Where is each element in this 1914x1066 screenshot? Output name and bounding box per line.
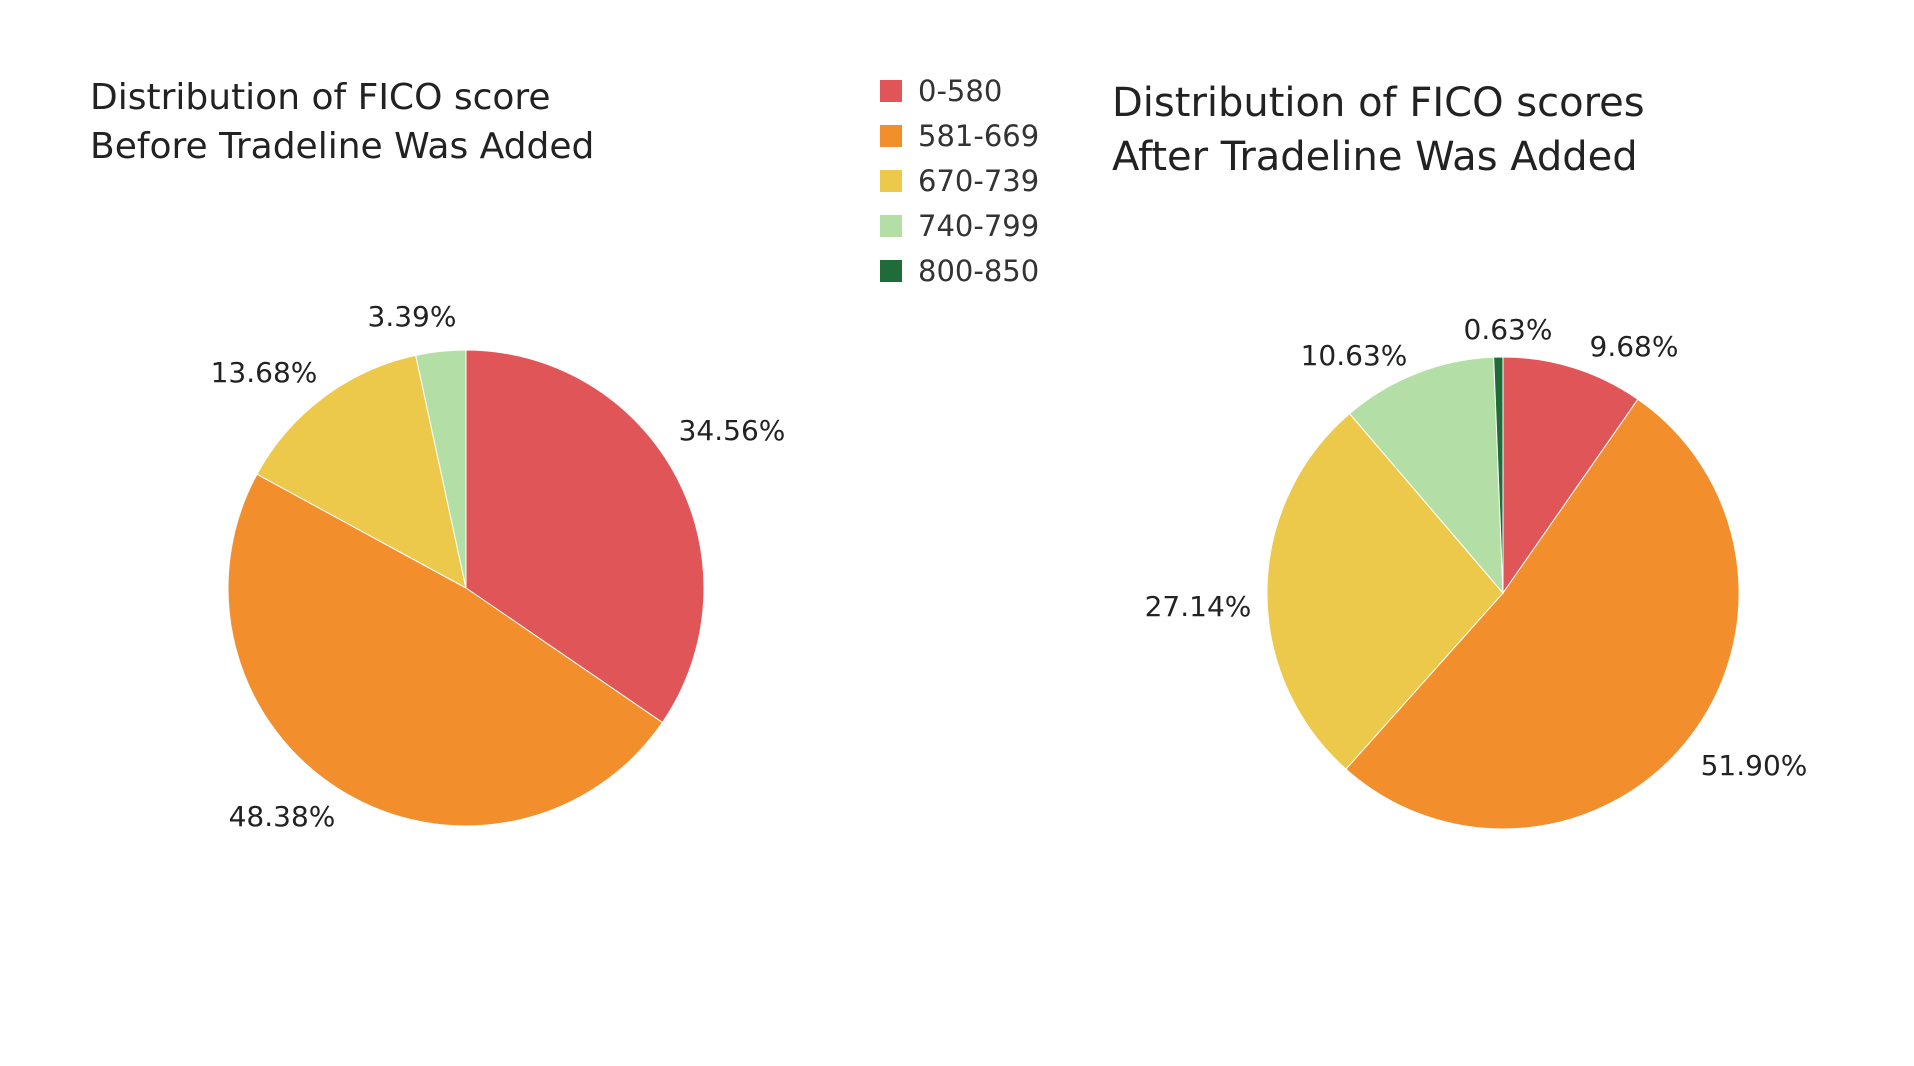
- chart-title-after-line-2: After Tradeline Was Added: [1112, 134, 1638, 180]
- legend-swatch-670-739: [880, 169, 902, 192]
- legend-swatch-740-799: [880, 214, 902, 237]
- chart-title-before: Distribution of FICO score Before Tradel…: [90, 74, 594, 171]
- chart-title-before-line-2: Before Tradeline Was Added: [90, 125, 595, 167]
- pie-label-after-670-739: 27.14%: [1145, 590, 1252, 623]
- chart-legend: 0-580 581-669 670-739 740-799 800-850: [880, 68, 1039, 293]
- legend-label-740-799: 740-799: [918, 208, 1040, 243]
- legend-item-800-850: 800-850: [880, 248, 1039, 293]
- pie-label-after-740-799: 10.63%: [1301, 339, 1408, 372]
- legend-item-581-669: 581-669: [880, 113, 1039, 158]
- legend-item-740-799: 740-799: [880, 203, 1039, 248]
- pie-slice-before-670-739: [256, 354, 467, 589]
- legend-label-670-739: 670-739: [918, 163, 1040, 198]
- pie-label-before-0-580: 34.56%: [679, 414, 786, 447]
- legend-label-581-669: 581-669: [918, 118, 1040, 153]
- pie-label-before-581-669: 48.38%: [229, 800, 336, 833]
- legend-item-0-580: 0-580: [880, 68, 1039, 113]
- pie-slice-after-0-580: [1502, 356, 1639, 595]
- chart-title-after: Distribution of FICO scores After Tradel…: [1112, 76, 1645, 184]
- pie-label-before-670-739: 13.68%: [211, 356, 318, 389]
- legend-label-800-850: 800-850: [918, 253, 1040, 288]
- pie-slice-after-740-799: [1348, 356, 1504, 595]
- chart-title-before-line-1: Distribution of FICO score: [90, 77, 551, 118]
- legend-swatch-800-850: [880, 259, 902, 282]
- pie-label-after-800-850: 0.63%: [1464, 313, 1553, 346]
- pie-slice-after-670-739: [1266, 412, 1504, 770]
- pie-slice-after-581-669: [1345, 398, 1740, 830]
- legend-swatch-581-669: [880, 124, 902, 147]
- pie-slice-after-800-850: [1493, 356, 1504, 594]
- legend-swatch-0-580: [880, 79, 902, 102]
- pie-label-after-581-669: 51.90%: [1701, 749, 1808, 782]
- pie-chart-before: 34.56% 48.38% 13.68% 3.39%: [211, 300, 786, 833]
- pie-label-before-740-799: 3.39%: [368, 300, 457, 333]
- legend-item-670-739: 670-739: [880, 158, 1039, 203]
- pie-label-after-0-580: 9.68%: [1590, 330, 1679, 363]
- pie-slice-before-0-580: [465, 349, 705, 724]
- pie-slice-before-740-799: [415, 349, 467, 589]
- pie-slice-before-581-669: [227, 473, 664, 827]
- chart-title-after-line-1: Distribution of FICO scores: [1112, 80, 1645, 126]
- legend-label-0-580: 0-580: [918, 73, 1003, 108]
- pie-chart-after: 9.68% 51.90% 27.14% 10.63% 0.63%: [1145, 313, 1808, 830]
